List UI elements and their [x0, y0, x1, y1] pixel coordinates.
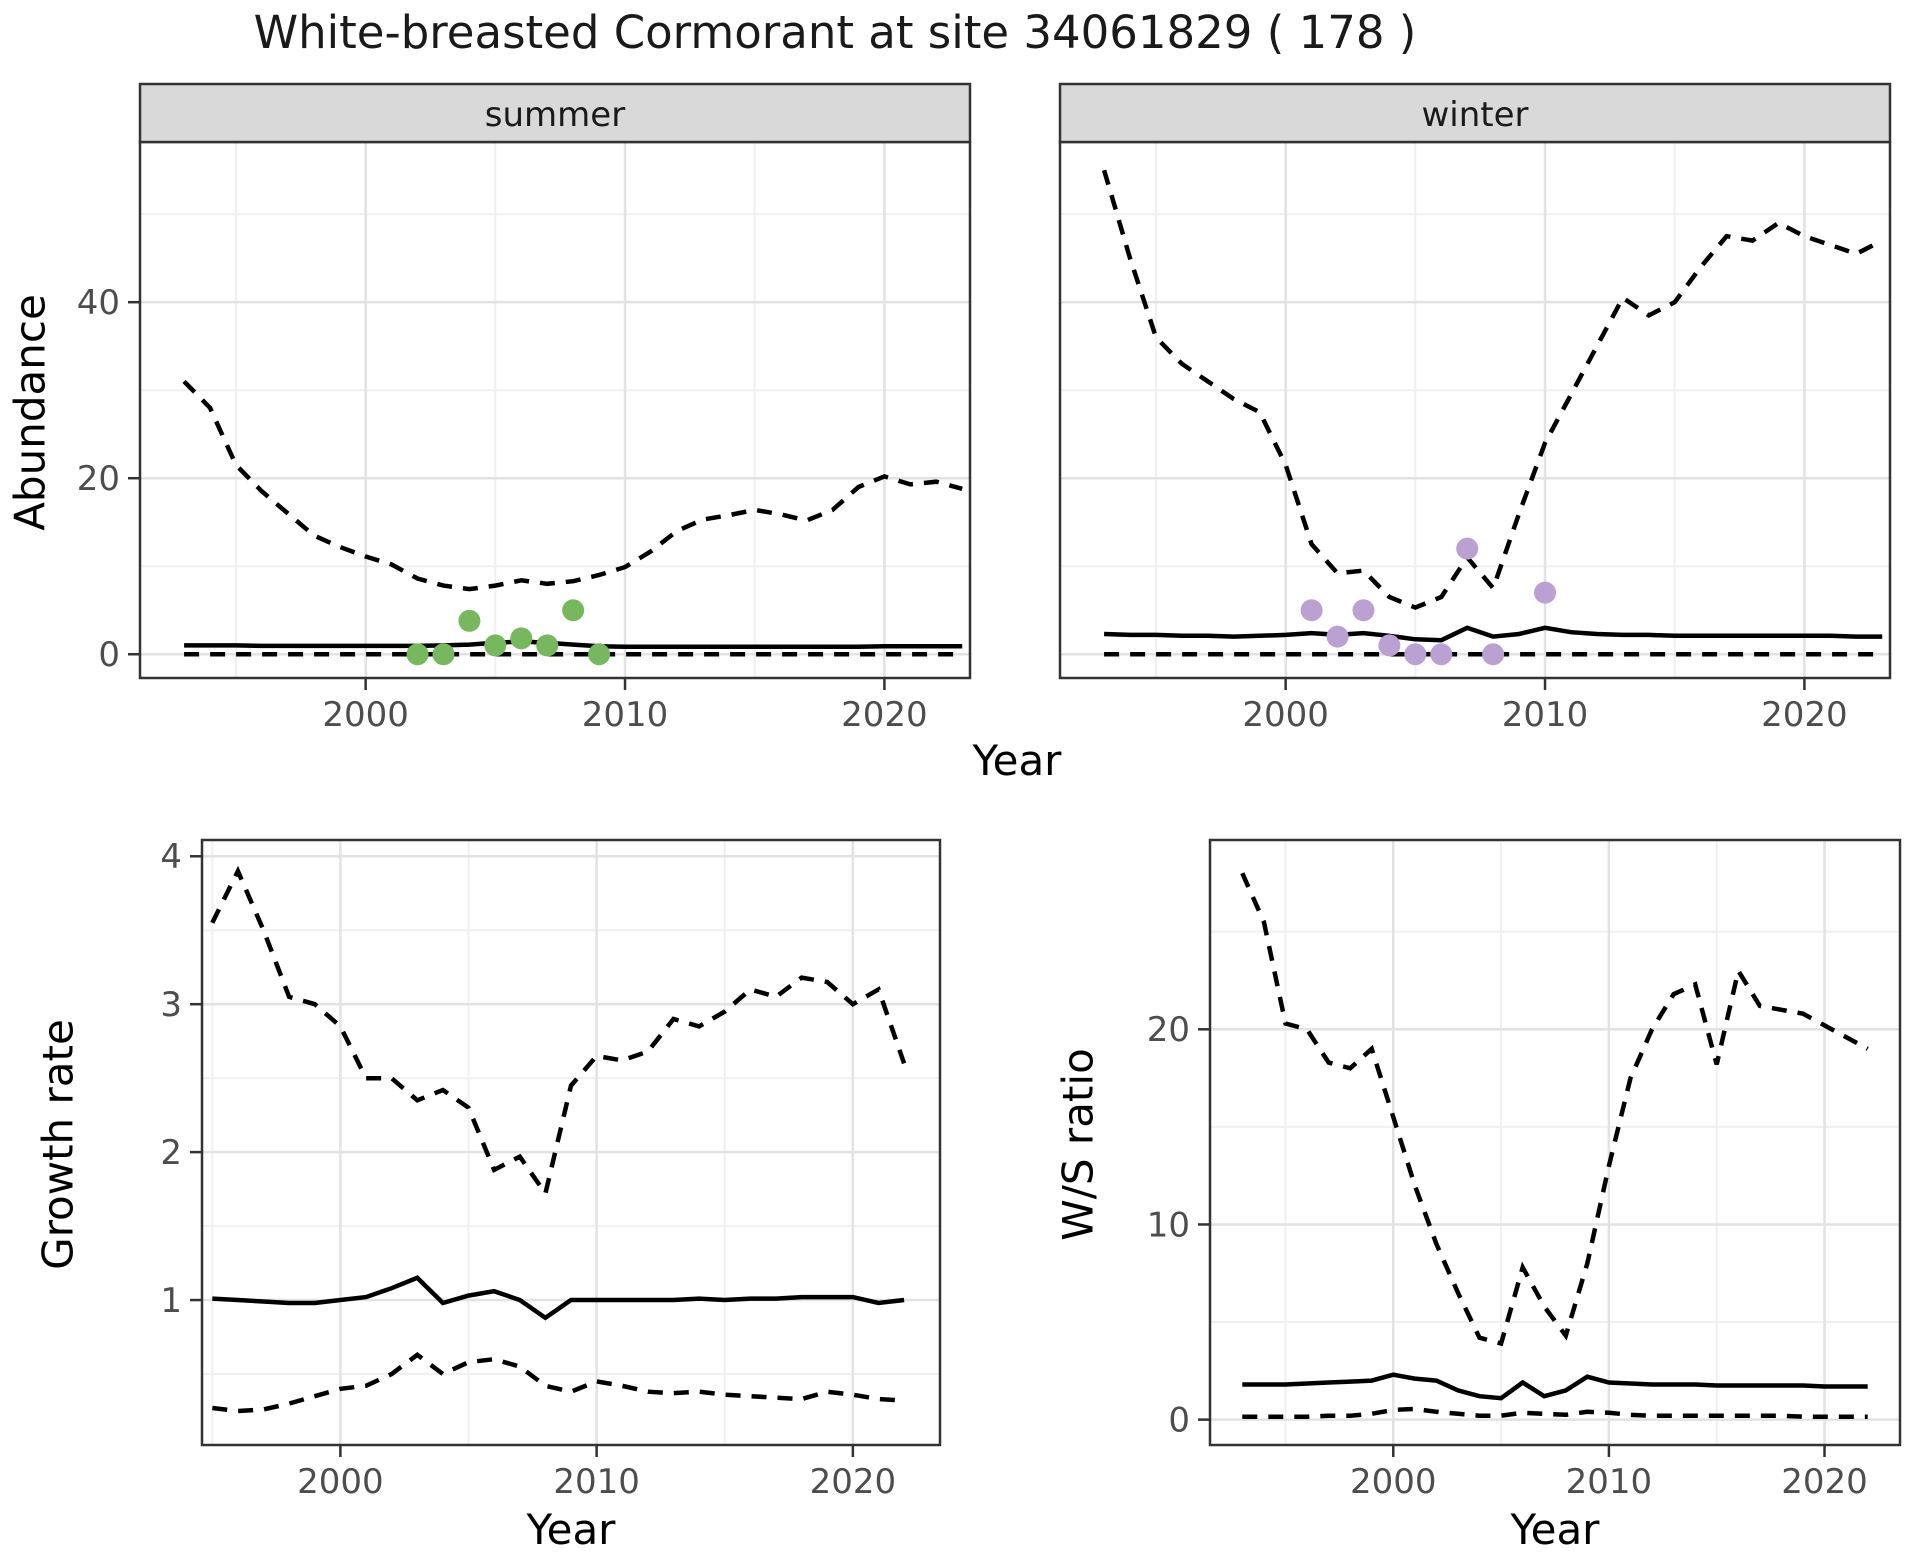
axis-tick-label: 2000: [1350, 1462, 1437, 1502]
observation-point: [1300, 599, 1323, 622]
axis-tick-label: 2000: [1242, 695, 1329, 735]
panel-background: [1060, 142, 1890, 678]
y-axis-title-growth-rate: Growth rate: [33, 1019, 83, 1270]
series-lower-ci: [1242, 1406, 1868, 1419]
axis-tick-label: 2010: [553, 1462, 640, 1502]
axis-tick-label: 2020: [841, 695, 928, 735]
page-title: White-breasted Cormorant at site 3406182…: [253, 6, 1417, 59]
axis-tick-label: 40: [77, 283, 120, 323]
facet-strip: [138, 82, 972, 144]
observation-point: [510, 627, 533, 650]
axis-tick-label: 2010: [1502, 695, 1589, 735]
axis-tick-label: 0: [1168, 1401, 1190, 1441]
observation-point: [406, 643, 429, 666]
observation-point: [484, 634, 507, 657]
observation-point: [536, 634, 559, 657]
series-upper-ci: [1240, 872, 1869, 1347]
panel-background: [1210, 840, 1900, 1445]
axis-tick-label: 2010: [582, 695, 669, 735]
observation-point: [432, 643, 455, 666]
axis-tick-label: 10: [1147, 1205, 1190, 1245]
observation-point: [1326, 625, 1349, 648]
y-axis-title-ws-ratio: W/S ratio: [1053, 1048, 1103, 1241]
axis-tick-label: 2020: [1781, 1462, 1868, 1502]
x-axis-title-year-bottom-left: Year: [526, 1505, 616, 1554]
series-upper-ci: [210, 865, 907, 1199]
observation-point: [1534, 581, 1557, 604]
series-mean: [1242, 1372, 1868, 1401]
observation-point: [1404, 643, 1427, 666]
y-axis-title-abundance: Abundance: [5, 294, 55, 531]
facet-strip-label-winter: winter: [1421, 95, 1529, 135]
axis-tick-label: 1: [160, 1281, 182, 1321]
panel-border: [1208, 838, 1902, 1447]
axis-tick-label: 0: [98, 635, 120, 675]
observation-point: [588, 643, 611, 666]
panel-background: [140, 142, 970, 678]
x-axis-title-year-top: Year: [972, 736, 1062, 785]
series-mean: [184, 639, 963, 650]
axis-tick-label: 2020: [810, 1462, 897, 1502]
observation-point: [458, 609, 481, 632]
x-axis-title-year-bottom-right: Year: [1510, 1505, 1600, 1554]
axis-tick-label: 2: [160, 1133, 182, 1173]
axis-tick-label: 3: [160, 985, 182, 1025]
axis-tick-label: 20: [77, 459, 120, 499]
observation-point: [1430, 643, 1453, 666]
observation-point: [1352, 599, 1375, 622]
observation-point: [562, 599, 585, 622]
observation-point: [1482, 643, 1505, 666]
facet-strip: [1058, 82, 1892, 144]
series-upper-ci: [182, 379, 963, 592]
observation-point: [1378, 634, 1401, 657]
axis-tick-label: 2010: [1566, 1462, 1653, 1502]
series-mean: [1104, 625, 1883, 643]
axis-tick-label: 4: [160, 837, 182, 877]
observation-point: [1456, 537, 1479, 560]
axis-tick-label: 2020: [1761, 695, 1848, 735]
series-upper-ci: [1101, 169, 1884, 611]
axis-tick-label: 2000: [322, 695, 409, 735]
axis-tick-label: 20: [1147, 1010, 1190, 1050]
series-lower-ci: [212, 1351, 905, 1414]
series-mean: [212, 1275, 905, 1321]
panel-background: [202, 840, 940, 1445]
panel-border: [200, 838, 942, 1447]
facet-strip-label-summer: summer: [484, 95, 626, 135]
axis-tick-label: 2000: [297, 1462, 384, 1502]
